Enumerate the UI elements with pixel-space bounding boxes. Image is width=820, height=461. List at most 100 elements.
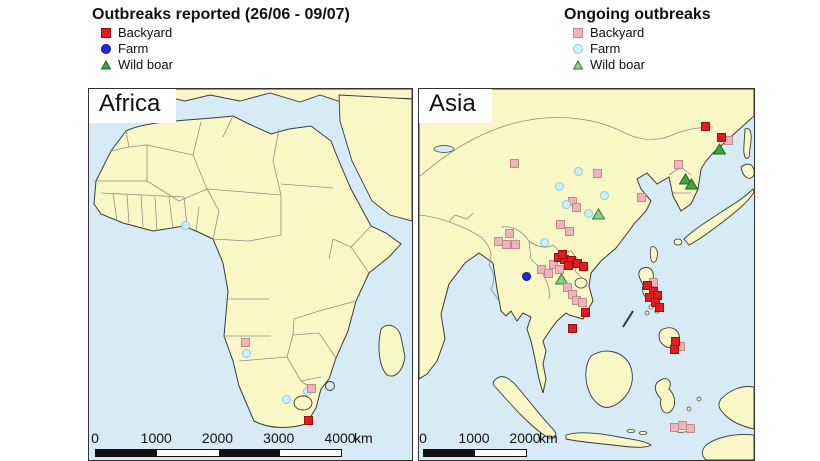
africa-scalebar: 0 1000 2000 3000 4000 km bbox=[91, 430, 400, 457]
legend-reported-items: Backyard Farm Wild boar bbox=[92, 25, 350, 72]
marker-ongoing-backyard bbox=[562, 282, 572, 292]
legend-item-label: Farm bbox=[590, 40, 621, 56]
lake-balkhash bbox=[433, 145, 455, 153]
marker-ongoing-farm bbox=[561, 199, 571, 209]
marker-reported-wildboar bbox=[712, 142, 726, 160]
asia-mainland-coastline bbox=[419, 89, 754, 394]
scalebar-segment bbox=[475, 450, 526, 456]
scalebar-tick: 1000 bbox=[458, 430, 490, 446]
scalebar-tick: 2000 bbox=[201, 430, 234, 446]
asia-map bbox=[419, 89, 754, 460]
scalebar-tick: 0 bbox=[419, 430, 427, 446]
asia-panel-title: Asia bbox=[419, 89, 492, 123]
marker-ongoing-farm bbox=[180, 220, 190, 230]
scalebar-tick: 0 bbox=[91, 430, 99, 446]
scalebar-segment bbox=[424, 450, 475, 456]
hokkaido bbox=[740, 163, 754, 179]
sumatra bbox=[492, 376, 557, 439]
scalebar-tick: 2000 bbox=[509, 430, 541, 446]
marker-reported-backyard bbox=[567, 323, 577, 333]
lesser-sunda-island bbox=[626, 429, 636, 433]
legend-item-ongoing-backyard: Backyard bbox=[564, 25, 711, 40]
marker-ongoing-backyard bbox=[592, 168, 602, 178]
marker-ongoing-wildboar bbox=[591, 207, 605, 225]
marker-reported-backyard bbox=[716, 132, 726, 142]
scalebar-unit: km bbox=[539, 430, 558, 446]
reported-wildboar-icon bbox=[96, 59, 116, 70]
ongoing-wildboar-icon bbox=[568, 59, 588, 70]
scalebar-tick: 4000 bbox=[324, 430, 356, 446]
scalebar-segment bbox=[96, 450, 158, 456]
lesser-sunda-island bbox=[638, 431, 648, 435]
marker-reported-backyard bbox=[578, 261, 588, 271]
marker-reported-wildboar bbox=[678, 172, 692, 190]
scalebar-segment bbox=[218, 450, 280, 456]
hainan bbox=[574, 277, 588, 289]
map-panel-africa: Africa 0 1000 2000 3000 4000 km bbox=[88, 88, 413, 461]
marker-ongoing-wildboar bbox=[554, 272, 568, 290]
marker-ongoing-backyard bbox=[685, 423, 695, 433]
africa-country-borders bbox=[94, 115, 372, 389]
legend-item-label: Farm bbox=[118, 40, 149, 56]
asia-scalebar: 0 1000 2000 km bbox=[419, 430, 585, 457]
moluccas-island bbox=[686, 406, 692, 412]
legend-ongoing-title: Ongoing outbreaks bbox=[564, 6, 711, 23]
legend-ongoing-outbreaks: Ongoing outbreaks Backyard Farm Wild boar bbox=[564, 6, 711, 72]
marker-reported-farm bbox=[521, 271, 531, 281]
marker-ongoing-backyard bbox=[577, 297, 587, 307]
madagascar bbox=[378, 324, 406, 377]
legend-outbreaks-reported: Outbreaks reported (26/06 - 09/07) Backy… bbox=[92, 6, 350, 72]
visayas-island bbox=[644, 310, 650, 316]
marker-ongoing-farm bbox=[241, 348, 251, 358]
borneo bbox=[585, 350, 633, 408]
marker-reported-backyard bbox=[642, 280, 652, 290]
scalebar-labels: 0 1000 2000 3000 4000 km bbox=[91, 430, 400, 447]
sulawesi bbox=[654, 378, 676, 414]
marker-ongoing-backyard bbox=[509, 158, 519, 168]
arabia bbox=[338, 94, 412, 222]
marker-ongoing-backyard bbox=[636, 192, 646, 202]
marker-ongoing-backyard bbox=[306, 383, 316, 393]
africa-map bbox=[89, 89, 412, 460]
legend-item-label: Backyard bbox=[118, 24, 173, 40]
marker-ongoing-backyard bbox=[564, 226, 574, 236]
marker-ongoing-farm bbox=[539, 237, 549, 247]
legend-item-ongoing-farm: Farm bbox=[564, 41, 711, 56]
legend-item-reported-farm: Farm bbox=[92, 41, 350, 56]
scalebar-segment bbox=[157, 450, 219, 456]
marker-ongoing-backyard bbox=[510, 239, 520, 249]
ongoing-farm-icon bbox=[568, 43, 588, 54]
marker-reported-backyard bbox=[654, 302, 664, 312]
legend-item-ongoing-wildboar: Wild boar bbox=[564, 57, 711, 72]
africa-panel-title: Africa bbox=[89, 89, 177, 123]
legend-reported-title: Outbreaks reported (26/06 - 09/07) bbox=[92, 6, 350, 23]
marker-ongoing-backyard bbox=[554, 264, 564, 274]
lesotho-border bbox=[293, 395, 313, 411]
scalebar-bar bbox=[95, 449, 342, 457]
reported-backyard-icon bbox=[96, 27, 116, 38]
africa-coastline bbox=[93, 115, 402, 428]
sakhalin bbox=[743, 128, 752, 159]
legend-item-label: Wild boar bbox=[590, 56, 645, 72]
marker-reported-backyard bbox=[303, 415, 313, 425]
legend-item-reported-wildboar: Wild boar bbox=[92, 57, 350, 72]
eswatini-border bbox=[325, 381, 335, 391]
marker-ongoing-backyard bbox=[501, 239, 511, 249]
marker-reported-backyard bbox=[563, 260, 573, 270]
kyushu bbox=[673, 238, 683, 246]
marker-ongoing-farm bbox=[281, 394, 291, 404]
scalebar-tick: 1000 bbox=[140, 430, 172, 446]
honshu-japan bbox=[683, 188, 754, 246]
map-panel-asia: Asia 0 1000 2000 km bbox=[418, 88, 755, 461]
scalebar-unit: km bbox=[354, 430, 373, 446]
marker-ongoing-backyard bbox=[543, 268, 553, 278]
africa-marker-layer bbox=[89, 89, 412, 460]
taiwan bbox=[649, 246, 658, 263]
ongoing-backyard-icon bbox=[568, 27, 588, 38]
legend-item-label: Wild boar bbox=[118, 56, 173, 72]
marker-reported-backyard bbox=[580, 307, 590, 317]
palawan bbox=[622, 310, 634, 328]
reported-farm-icon bbox=[96, 43, 116, 54]
new-guinea bbox=[718, 386, 754, 430]
